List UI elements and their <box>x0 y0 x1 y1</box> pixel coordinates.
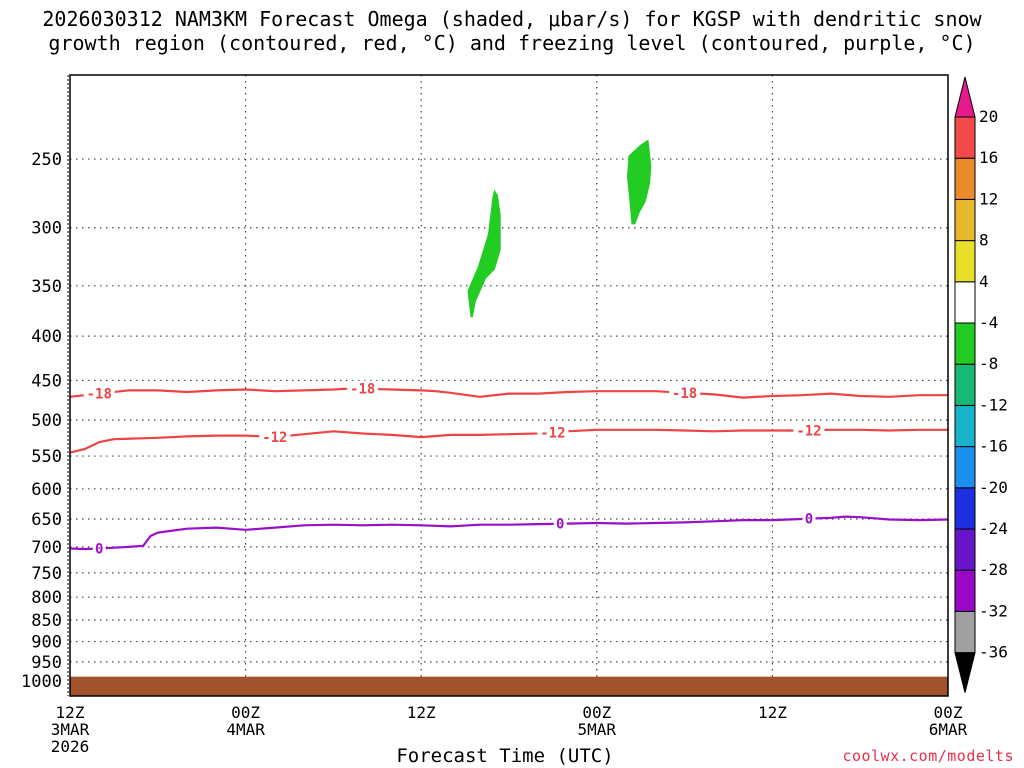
colorbar-label-12: 16 <box>979 148 998 167</box>
x-tick-label-24: 12Z <box>407 703 436 722</box>
colorbar-bin-7 <box>954 363 976 406</box>
y-tick-label-450: 450 <box>31 371 62 391</box>
y-tick-label-650: 650 <box>31 510 62 530</box>
colorbar-bin-11 <box>954 198 976 242</box>
colorbar: -36 -32 -28 -24 -20 -16 -12 -8 -4 4 8 12 16 20 <box>954 76 1008 693</box>
freezing-level-0-line <box>69 515 949 551</box>
y-tick-label-950: 950 <box>31 653 62 673</box>
colorbar-label-11: 12 <box>979 189 998 208</box>
x-tick-label-48: 12Z <box>758 703 787 722</box>
dgz-minus12-label-bg-2 <box>793 422 825 439</box>
y-tick-label-350: 350 <box>31 277 62 297</box>
dgz-minus12-label-0: -12 <box>262 430 287 446</box>
terrain-layer <box>70 676 948 696</box>
colorbar-bin-top <box>954 76 976 118</box>
colorbar-label-1: -32 <box>979 601 1008 620</box>
dgz-minus12-label-1: -12 <box>540 425 565 441</box>
dgz-minus12-label-2: -12 <box>796 423 821 439</box>
colorbar-label-13: 20 <box>979 107 998 126</box>
y-tick-label-300: 300 <box>31 219 62 239</box>
grid-lines <box>70 75 948 696</box>
dgz-minus18-label-0: -18 <box>87 387 112 403</box>
chart-title-line-1: 2026030312 NAM3KM Forecast Omega (shaded… <box>42 7 982 31</box>
y-tick-label-600: 600 <box>31 480 62 500</box>
freezing-level-0-label-0: 0 <box>95 541 103 557</box>
dgz-minus18-label-bg-0 <box>83 385 115 402</box>
y-tick-label-550: 550 <box>31 447 62 467</box>
dgz-minus18-label-bg-1 <box>347 380 379 397</box>
x-axis-tick-labels: 12Z 3MAR 2026 00Z 4MAR 12Z 00Z 5MAR 12Z 00Z 6MAR <box>51 703 968 756</box>
x-tick-label-0: 12Z 3MAR 2026 <box>51 703 90 756</box>
omega-minus4-minus8-b <box>626 139 652 225</box>
colorbar-label-7: -8 <box>979 354 998 373</box>
omega-shading-layer <box>467 139 652 318</box>
freezing-level-0-label-bg-1 <box>553 515 567 532</box>
x-tick-label-12: 00Z 4MAR <box>226 703 265 739</box>
dgz-minus12-label-bg-0 <box>259 429 291 446</box>
x-axis-title: Forecast Time (UTC) <box>396 745 614 767</box>
y-tick-label-850: 850 <box>31 611 62 631</box>
chart-title-line-2: growth region (contoured, red, °C) and f… <box>48 31 976 55</box>
y-tick-label-400: 400 <box>31 327 62 347</box>
colorbar-bin-6 <box>954 404 976 448</box>
freezing-level-0-label-2: 0 <box>805 512 813 528</box>
colorbar-bin-5 <box>954 446 976 489</box>
x-tick-label-36: 00Z 5MAR <box>578 703 617 739</box>
y-tick-label-250: 250 <box>31 150 62 170</box>
colorbar-bin-2 <box>954 569 976 612</box>
contour-layer: -18 -18 -18 -12 -12 -12 0 0 0 <box>69 380 949 557</box>
colorbar-bin-bottom <box>954 652 976 693</box>
site-credit: coolwx.com/modelts <box>842 747 1014 765</box>
colorbar-label-8: -4 <box>979 313 998 332</box>
freezing-level-0-label-bg-0 <box>92 540 106 557</box>
dgz-minus18-line <box>69 387 948 399</box>
colorbar-label-9: 4 <box>979 272 989 291</box>
freezing-level-0-label-bg-2 <box>802 510 816 527</box>
colorbar-bin-12 <box>954 157 976 200</box>
colorbar-label-2: -28 <box>979 560 1008 579</box>
colorbar-label-3: -24 <box>979 519 1008 538</box>
y-tick-label-800: 800 <box>31 588 62 608</box>
colorbar-label-6: -12 <box>979 395 1008 414</box>
dgz-minus12-label-bg-1 <box>537 424 569 441</box>
plot-border <box>69 74 949 697</box>
colorbar-label-5: -16 <box>979 437 1008 456</box>
colorbar-bin-9 <box>954 281 976 324</box>
colorbar-bin-10 <box>954 240 976 283</box>
colorbar-label-0: -36 <box>979 643 1008 662</box>
y-tick-label-700: 700 <box>31 538 62 558</box>
x-tick-label-60: 00Z 6MAR <box>929 703 968 739</box>
colorbar-bin-13 <box>954 116 976 159</box>
colorbar-bin-3 <box>954 528 976 571</box>
colorbar-bin-8 <box>954 322 976 365</box>
colorbar-label-10: 8 <box>979 231 989 250</box>
plot-frame <box>67 74 949 697</box>
y-tick-label-750: 750 <box>31 564 62 584</box>
y-axis-tick-labels: 2503003504004505005506006507007508008509… <box>21 150 62 692</box>
terrain-ground <box>70 676 948 696</box>
freezing-level-0-label-1: 0 <box>556 517 564 533</box>
colorbar-bin-4 <box>954 487 976 530</box>
dgz-minus18-label-2: -18 <box>672 386 697 402</box>
colorbar-label-4: -20 <box>979 478 1008 497</box>
colorbar-bin-1 <box>954 610 976 654</box>
dgz-minus18-label-1: -18 <box>350 382 375 398</box>
y-tick-label-500: 500 <box>31 411 62 431</box>
omega-minus4-minus8-a <box>467 189 501 318</box>
y-tick-label-900: 900 <box>31 633 62 653</box>
dgz-minus18-label-bg-2 <box>669 384 701 401</box>
y-tick-label-1000: 1000 <box>21 672 62 692</box>
